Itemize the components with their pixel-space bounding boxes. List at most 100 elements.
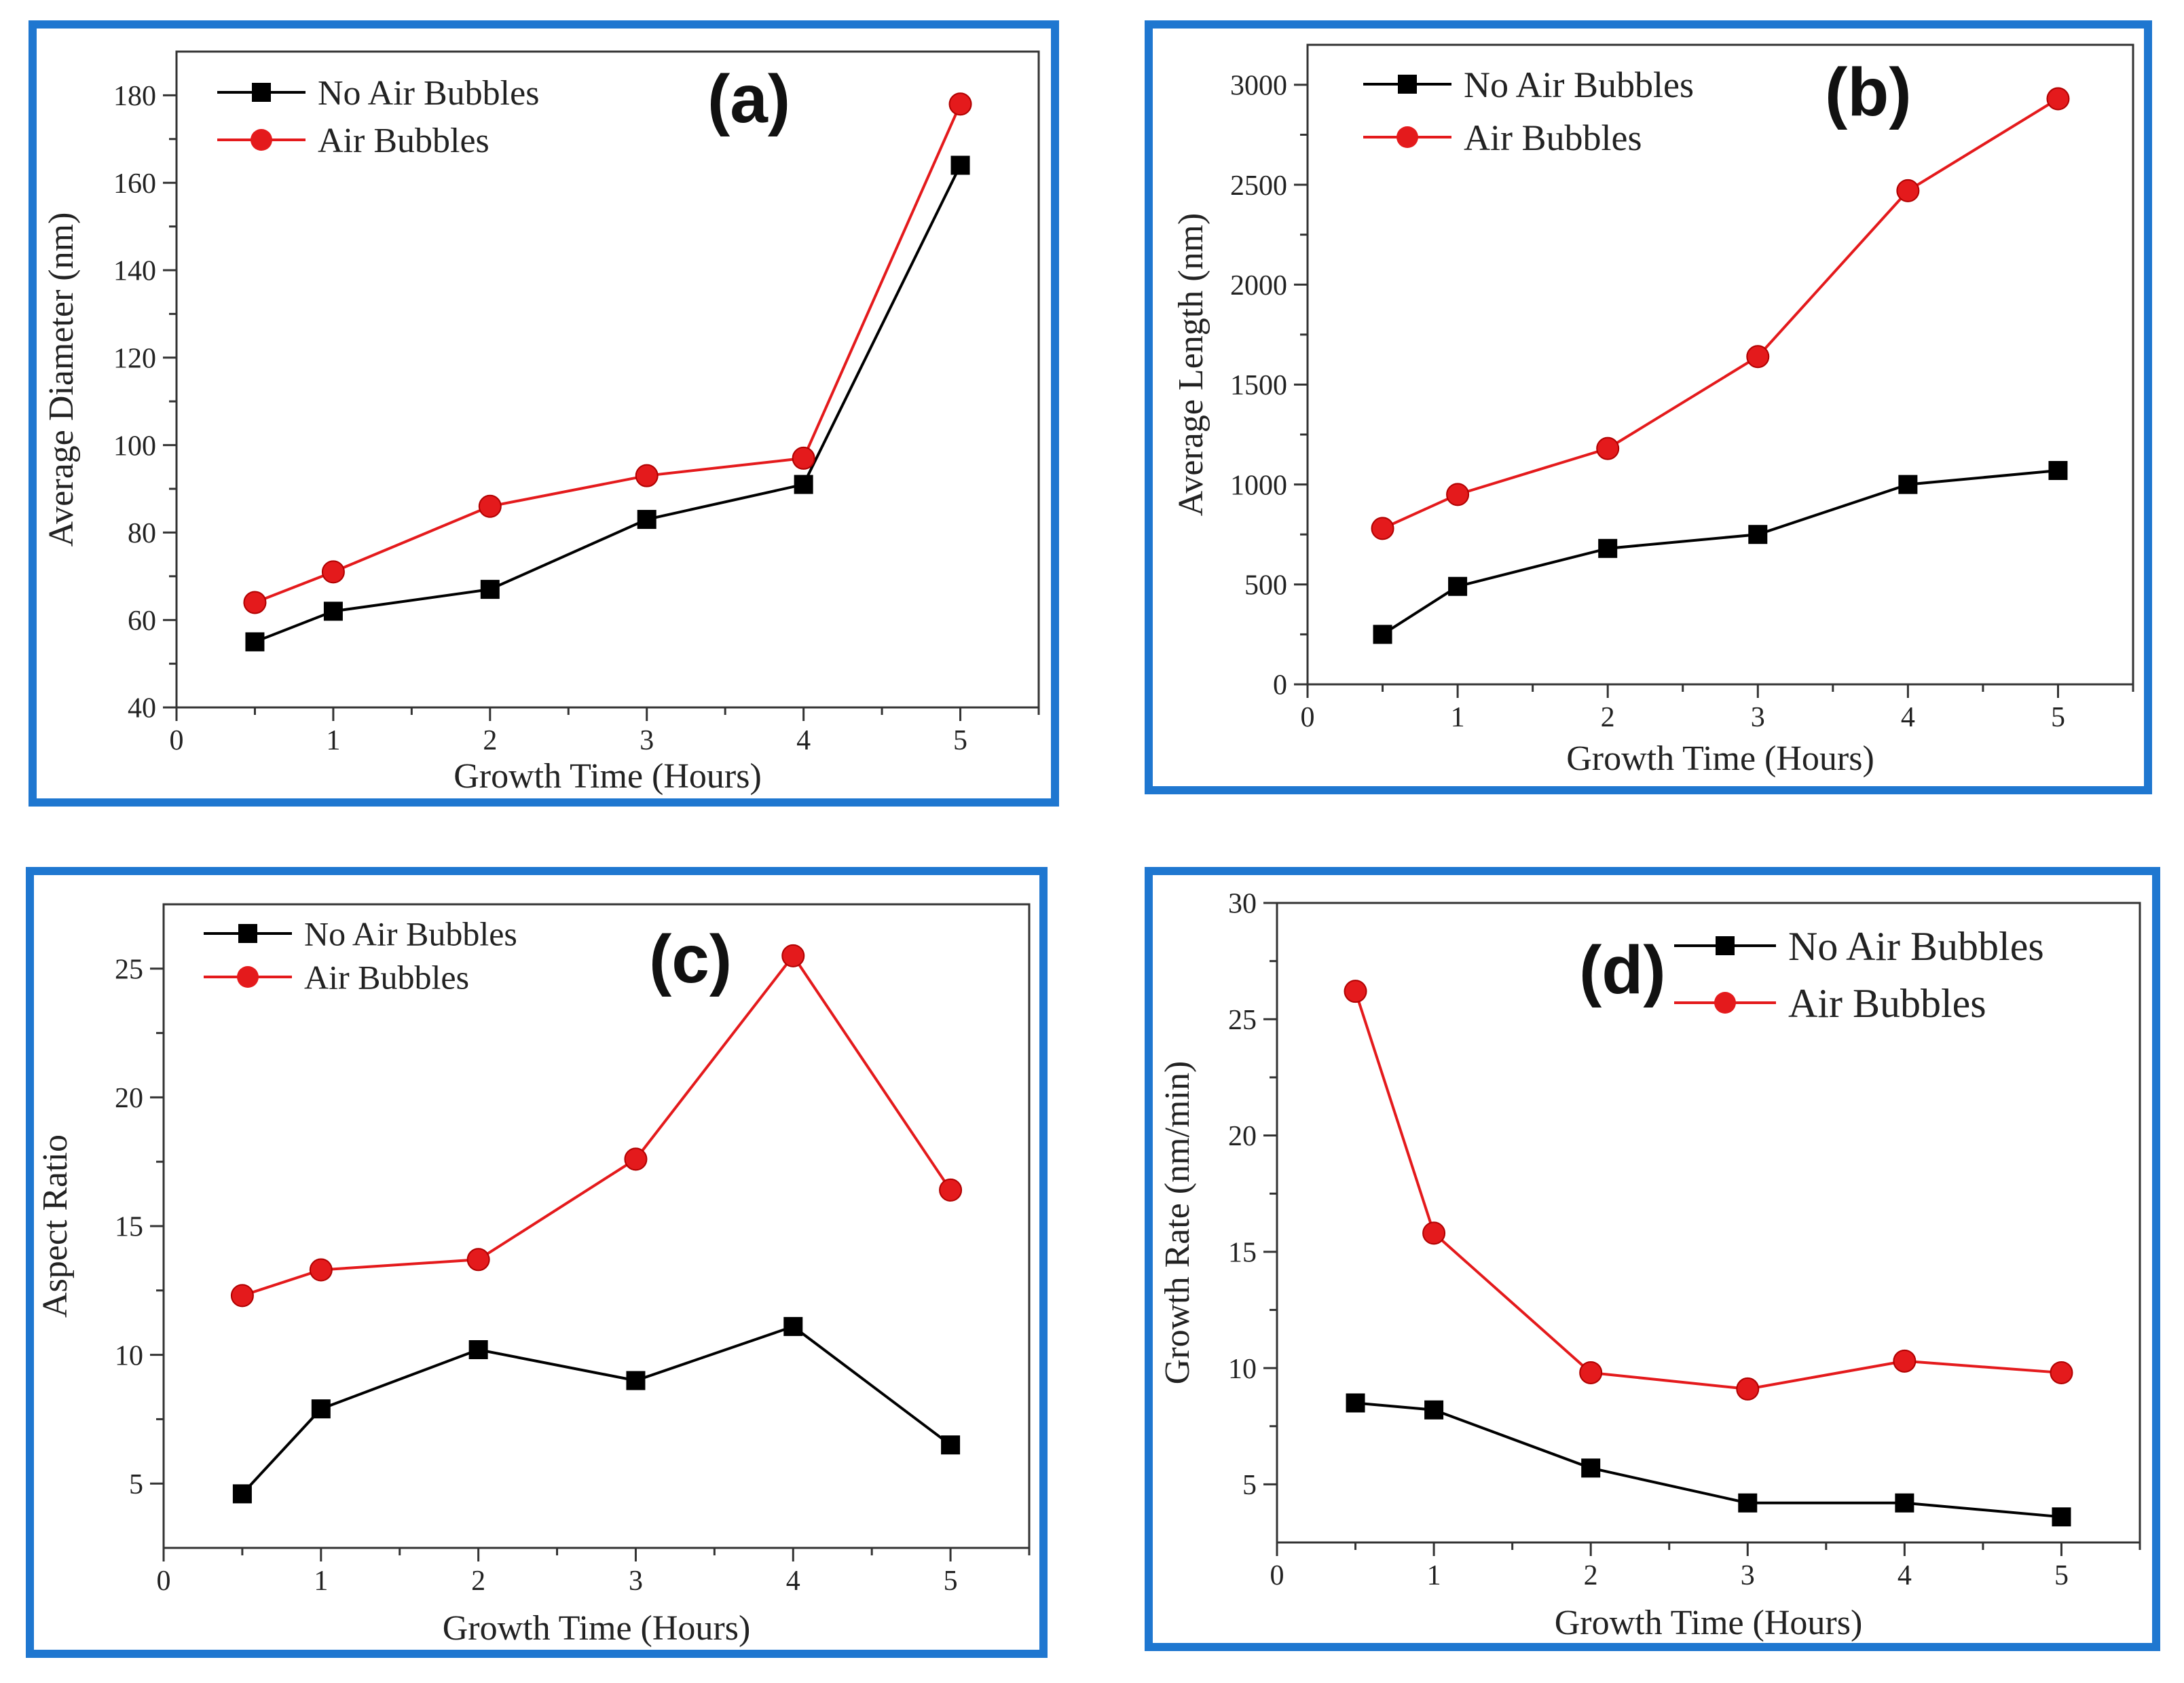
x-axis-label: Growth Time (Hours) (454, 757, 762, 796)
x-tick-label: 1 (326, 725, 340, 756)
y-tick-label: 500 (1244, 570, 1287, 602)
y-tick-label: 10 (1228, 1354, 1257, 1385)
point-air (1893, 1349, 1917, 1373)
point-air (1746, 345, 1770, 369)
legend-marker-no-air (1716, 936, 1735, 955)
chart-a-svg: 0 1 2 3 4 5 40 60 80 100 120 140 160 180 Growth Time (… (29, 20, 1059, 807)
x-tick-label: 1 (314, 1566, 328, 1597)
y-tick-label: 3000 (1230, 71, 1287, 102)
x-axis-label: Growth Time (Hours) (1555, 1604, 1863, 1642)
point-air (781, 944, 805, 967)
point-no-air (245, 632, 265, 652)
y-tick-label: 20 (1228, 1121, 1257, 1152)
point-no-air (1738, 1493, 1758, 1513)
plot-area (1276, 902, 2141, 1544)
point-air (2050, 1361, 2073, 1384)
point-no-air (1598, 538, 1618, 558)
point-no-air (1373, 625, 1392, 644)
panel-c: 0 1 2 3 4 5 5 10 15 20 25 Growth Time (Hours) Aspect… (26, 867, 1048, 1658)
x-tick-label: 3 (629, 1566, 643, 1597)
legend-label-air: Air Bubbles (1464, 117, 1642, 158)
series-line-no-air (254, 164, 962, 644)
panel-b: 0 1 2 3 4 5 0 500 1000 1500 2000 2500 3000 Growth Tim… (1145, 20, 2152, 794)
y-tick-label: 15 (1228, 1238, 1257, 1269)
legend-marker-no-air (1398, 75, 1417, 94)
legend-marker-air (251, 129, 272, 151)
point-air (321, 560, 345, 584)
point-no-air (2052, 1507, 2071, 1527)
point-no-air (783, 1316, 803, 1336)
point-no-air (950, 155, 970, 175)
plot-area (1306, 43, 2134, 686)
y-axis-label: Average Diameter (nm) (42, 212, 81, 547)
y-tick-label: 160 (113, 168, 156, 200)
y-tick-label: 1000 (1230, 470, 1287, 501)
point-air (243, 591, 267, 614)
x-tick-label: 5 (2054, 1560, 2069, 1591)
point-no-air (1748, 525, 1768, 544)
point-no-air (1448, 576, 1468, 596)
legend-marker-air (237, 966, 259, 988)
point-no-air (1424, 1400, 1444, 1420)
legend-label-no-air: No Air Bubbles (304, 915, 517, 953)
y-tick-label: 0 (1273, 670, 1287, 701)
y-tick-label: 25 (1228, 1005, 1257, 1036)
x-tick-label: 3 (1751, 702, 1765, 733)
x-tick-label: 5 (953, 725, 967, 756)
x-tick-label: 2 (1601, 702, 1615, 733)
legend-label-air: Air Bubbles (318, 122, 489, 160)
point-air (1422, 1221, 1446, 1245)
y-tick-label: 100 (113, 430, 156, 462)
point-air (624, 1147, 648, 1171)
x-tick-label: 4 (1898, 1560, 1912, 1591)
x-tick-label: 0 (157, 1566, 171, 1597)
x-tick-label: 3 (640, 725, 654, 756)
point-no-air (1895, 1493, 1914, 1513)
y-tick-label: 1500 (1230, 370, 1287, 401)
point-air (939, 1178, 963, 1202)
y-tick-label: 2500 (1230, 170, 1287, 202)
legend-label-no-air: No Air Bubbles (318, 74, 539, 113)
panel-frame (1145, 867, 2160, 1651)
panel-frame (1145, 20, 2152, 794)
y-tick-label: 140 (113, 256, 156, 287)
point-air (635, 464, 659, 487)
point-no-air (637, 510, 656, 530)
point-no-air (2048, 461, 2068, 481)
point-no-air (1346, 1393, 1365, 1413)
legend-marker-no-air (238, 924, 257, 943)
panel-label: (b) (1825, 54, 1912, 130)
point-air (1371, 517, 1394, 540)
point-no-air (232, 1484, 252, 1504)
series-line-air (254, 103, 962, 604)
y-tick-label: 5 (129, 1469, 143, 1500)
y-axis-label: Average Length (nm) (1172, 213, 1210, 517)
series-line-air (1354, 991, 2062, 1390)
x-tick-label: 0 (170, 725, 184, 756)
x-tick-label: 3 (1741, 1560, 1755, 1591)
point-no-air (311, 1399, 331, 1419)
x-tick-label: 1 (1451, 702, 1465, 733)
y-tick-label: 60 (128, 606, 156, 637)
point-no-air (480, 580, 500, 599)
series-line-no-air (1355, 1401, 2062, 1519)
y-tick-label: 2000 (1230, 270, 1287, 301)
x-tick-label: 2 (471, 1566, 485, 1597)
point-air (1896, 179, 1920, 202)
y-tick-label: 180 (113, 81, 156, 112)
point-air (230, 1284, 254, 1308)
point-air (1736, 1377, 1760, 1401)
legend-marker-no-air (252, 83, 271, 102)
panel-frame (26, 867, 1048, 1658)
point-no-air (794, 475, 813, 494)
y-tick-label: 30 (1228, 889, 1257, 920)
point-air (466, 1248, 490, 1272)
x-tick-label: 0 (1270, 1560, 1284, 1591)
panel-label: (d) (1579, 932, 1666, 1008)
plot-area (175, 50, 1040, 709)
legend-marker-air (1396, 126, 1418, 148)
x-axis-label: Growth Time (Hours) (1566, 739, 1874, 778)
y-axis-label: Growth Rate (nm/min) (1158, 1061, 1197, 1385)
panel-label: (a) (707, 61, 790, 137)
panel-frame (29, 20, 1059, 807)
